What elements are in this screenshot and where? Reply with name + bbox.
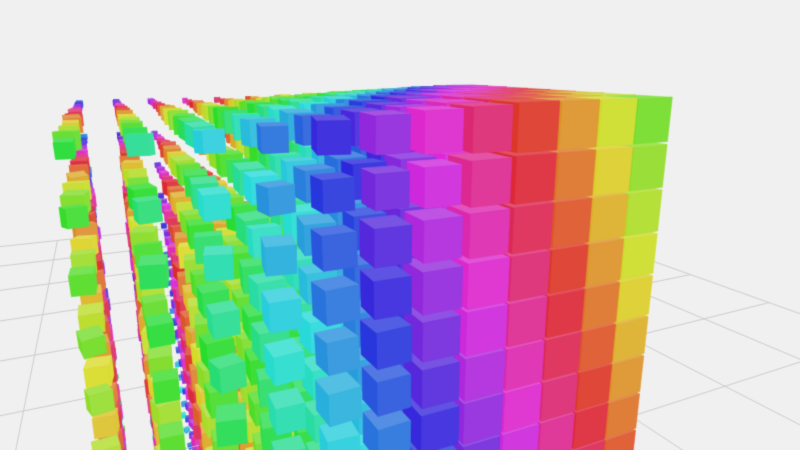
scene-viewport: [0, 0, 800, 450]
webgl-cube-field-canvas[interactable]: [0, 0, 800, 450]
